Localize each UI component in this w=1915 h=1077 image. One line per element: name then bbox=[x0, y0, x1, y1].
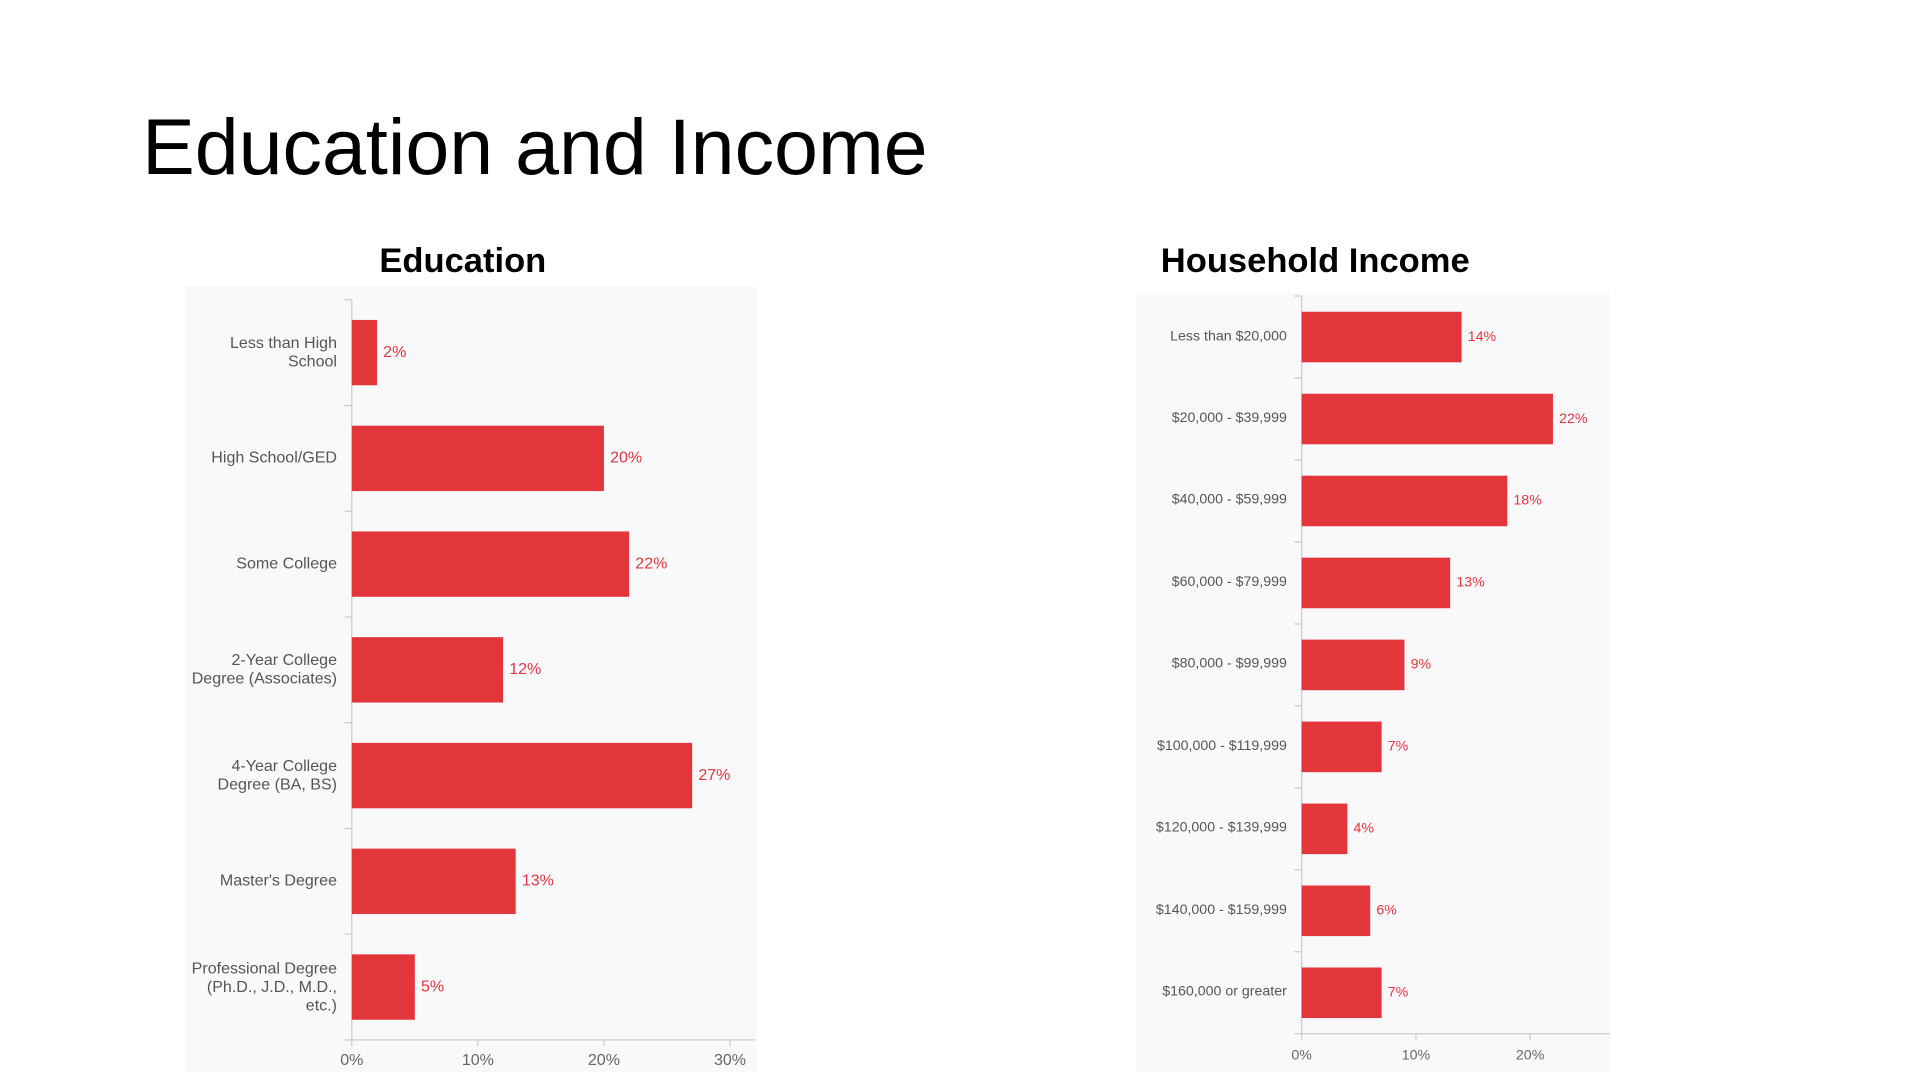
y-tick-label: Less than $20,000 bbox=[1170, 328, 1287, 344]
category-label: Less than High School bbox=[230, 332, 337, 370]
bar bbox=[351, 848, 516, 915]
y-tick-label: $100,000 - $119,999 bbox=[1156, 738, 1287, 754]
category-label: $40,000 - $59,999 bbox=[1171, 492, 1287, 508]
data-label: 4% bbox=[1354, 821, 1375, 837]
bar bbox=[1301, 721, 1382, 773]
data-label: 22% bbox=[635, 554, 667, 572]
category-label: $80,000 - $99,999 bbox=[1171, 656, 1287, 672]
bar bbox=[1301, 557, 1451, 609]
y-tick-label: $20,000 - $39,999 bbox=[1171, 410, 1287, 426]
data-label: 12% bbox=[509, 660, 541, 678]
data-label: 5% bbox=[421, 977, 444, 995]
y-tick-label: 4-Year College Degree (BA, BS) bbox=[217, 755, 337, 793]
y-tick-label: High School/GED bbox=[211, 447, 337, 467]
data-label: 7% bbox=[1388, 985, 1409, 1001]
data-label: 22% bbox=[1559, 411, 1588, 427]
data-label: 18% bbox=[1513, 493, 1542, 509]
category-label: 4-Year College Degree (BA, BS) bbox=[217, 755, 337, 793]
bar bbox=[351, 954, 415, 1020]
x-tick-label: 0% bbox=[1291, 1048, 1312, 1064]
chart-title: Household Income bbox=[1161, 242, 1470, 280]
bar bbox=[1301, 475, 1508, 527]
x-tick-label: 20% bbox=[1516, 1048, 1545, 1064]
category-label: $120,000 - $139,999 bbox=[1155, 820, 1287, 836]
data-label: 13% bbox=[1456, 575, 1485, 591]
chart-title: Education bbox=[379, 242, 546, 280]
y-tick-label: Less than High School bbox=[230, 332, 337, 370]
y-tick-label: $140,000 - $159,999 bbox=[1155, 902, 1287, 918]
bar bbox=[351, 637, 504, 703]
slide-title: Education and Income bbox=[142, 103, 928, 191]
data-label: 20% bbox=[610, 449, 642, 467]
bar bbox=[1301, 393, 1553, 445]
bar bbox=[1301, 803, 1348, 855]
y-tick-label: Professional Degree (Ph.D., J.D., M.D., … bbox=[191, 958, 337, 1014]
bar bbox=[1301, 639, 1405, 691]
bar bbox=[351, 319, 378, 386]
x-tick-label: 10% bbox=[1402, 1048, 1431, 1064]
y-tick-label: $160,000 or greater bbox=[1162, 984, 1287, 1000]
bar bbox=[1301, 967, 1382, 1019]
data-label: 2% bbox=[383, 343, 406, 361]
bar bbox=[1301, 885, 1371, 937]
x-tick-label: 0% bbox=[340, 1051, 363, 1069]
data-label: 27% bbox=[698, 766, 730, 784]
y-tick-label: $120,000 - $139,999 bbox=[1155, 820, 1287, 836]
y-tick-label: Some College bbox=[236, 553, 337, 573]
category-label: Less than $20,000 bbox=[1170, 328, 1287, 344]
bar bbox=[351, 531, 630, 597]
x-tick-label: 20% bbox=[588, 1051, 620, 1069]
x-tick-label: 30% bbox=[714, 1051, 746, 1069]
category-label: $20,000 - $39,999 bbox=[1171, 410, 1287, 426]
category-label: High School/GED bbox=[211, 447, 337, 467]
bar bbox=[351, 425, 604, 492]
data-label: 13% bbox=[522, 872, 554, 890]
x-tick-label: 10% bbox=[462, 1051, 494, 1069]
category-label: Master's Degree bbox=[219, 870, 337, 890]
y-tick-label: 2-Year College Degree (Associates) bbox=[191, 650, 337, 688]
y-tick-label: $80,000 - $99,999 bbox=[1171, 656, 1287, 672]
y-tick-label: Master's Degree bbox=[219, 870, 337, 890]
category-label: 2-Year College Degree (Associates) bbox=[191, 650, 337, 688]
y-tick-label: $60,000 - $79,999 bbox=[1171, 574, 1287, 590]
category-label: Some College bbox=[236, 553, 337, 573]
data-label: 7% bbox=[1388, 739, 1409, 755]
category-label: $140,000 - $159,999 bbox=[1155, 902, 1287, 918]
bar bbox=[1301, 311, 1462, 363]
category-label: $60,000 - $79,999 bbox=[1171, 574, 1287, 590]
y-tick-label: $40,000 - $59,999 bbox=[1171, 492, 1287, 508]
data-label: 6% bbox=[1376, 903, 1397, 919]
category-label: Professional Degree (Ph.D., J.D., M.D., … bbox=[191, 958, 337, 1014]
category-label: $160,000 or greater bbox=[1162, 984, 1287, 1000]
data-label: 14% bbox=[1468, 329, 1497, 345]
data-label: 9% bbox=[1411, 657, 1432, 673]
bar bbox=[351, 742, 693, 809]
category-label: $100,000 - $119,999 bbox=[1156, 738, 1287, 754]
